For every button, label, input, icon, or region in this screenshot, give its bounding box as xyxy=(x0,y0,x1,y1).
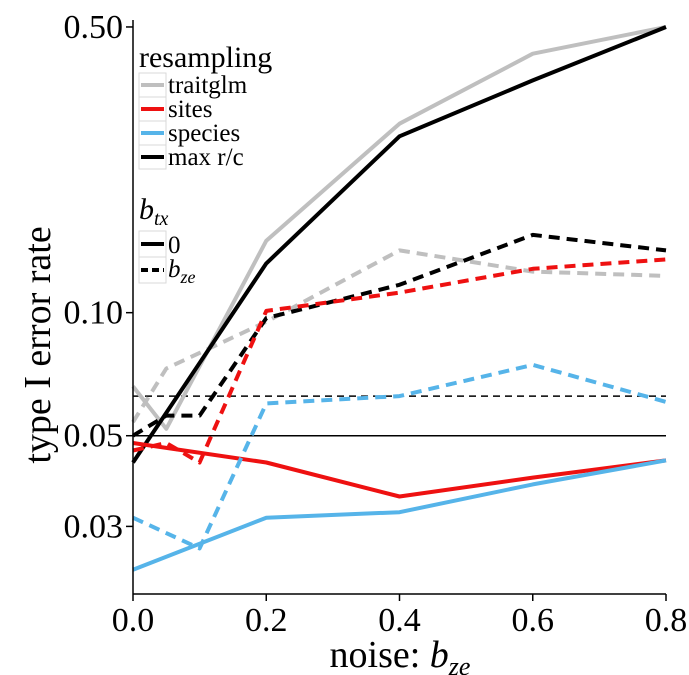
legend-item-label-subscript: ze xyxy=(180,267,196,287)
legend-item-label: 0 xyxy=(168,232,181,259)
legend-linetype-title-subscript: tx xyxy=(154,208,169,230)
x-axis-title-symbol: b xyxy=(430,634,449,675)
legend-color-title: resampling xyxy=(139,41,272,74)
y-axis-ticks: 0.03 0.05 0.10 0.50 xyxy=(64,9,133,545)
y-tick-label: 0.50 xyxy=(64,9,124,46)
x-tick-label: 0.8 xyxy=(645,602,688,639)
legend-item-label: bze xyxy=(168,256,196,287)
x-axis-title: noise: bze xyxy=(330,634,471,675)
y-tick-label: 0.10 xyxy=(64,295,124,332)
x-axis-title-subscript: ze xyxy=(448,652,471,675)
legend-linetype-title-symbol: b xyxy=(139,193,154,226)
series-line-maxrc-bze xyxy=(131,232,667,438)
x-tick-label: 0.6 xyxy=(512,602,555,639)
legend-item-label-symbol: b xyxy=(168,256,181,283)
legend-linetype-title: btx xyxy=(139,193,169,230)
series-layer xyxy=(131,25,667,572)
series-line-maxrc-0 xyxy=(131,25,667,464)
y-axis-title: type I error rate xyxy=(17,226,59,463)
x-axis-ticks: 0.0 0.2 0.4 0.6 0.8 xyxy=(112,594,688,639)
series-line-species-bze xyxy=(132,362,667,551)
legend-item-label: traitglm xyxy=(168,72,248,99)
x-tick-label: 0.0 xyxy=(112,602,155,639)
x-axis-title-text: noise: xyxy=(330,634,430,675)
legend-item-label: max r/c xyxy=(168,144,244,171)
series-line-sites-0 xyxy=(132,441,667,499)
series-line-sites-bze xyxy=(132,257,667,465)
series-line-species-0 xyxy=(132,458,667,572)
y-tick-label: 0.03 xyxy=(64,508,124,545)
x-tick-label: 0.2 xyxy=(245,602,288,639)
legend-item-label: species xyxy=(168,120,240,147)
legend-item-label: sites xyxy=(168,96,212,123)
x-tick-label: 0.4 xyxy=(378,602,421,639)
y-tick-label: 0.05 xyxy=(64,418,124,455)
